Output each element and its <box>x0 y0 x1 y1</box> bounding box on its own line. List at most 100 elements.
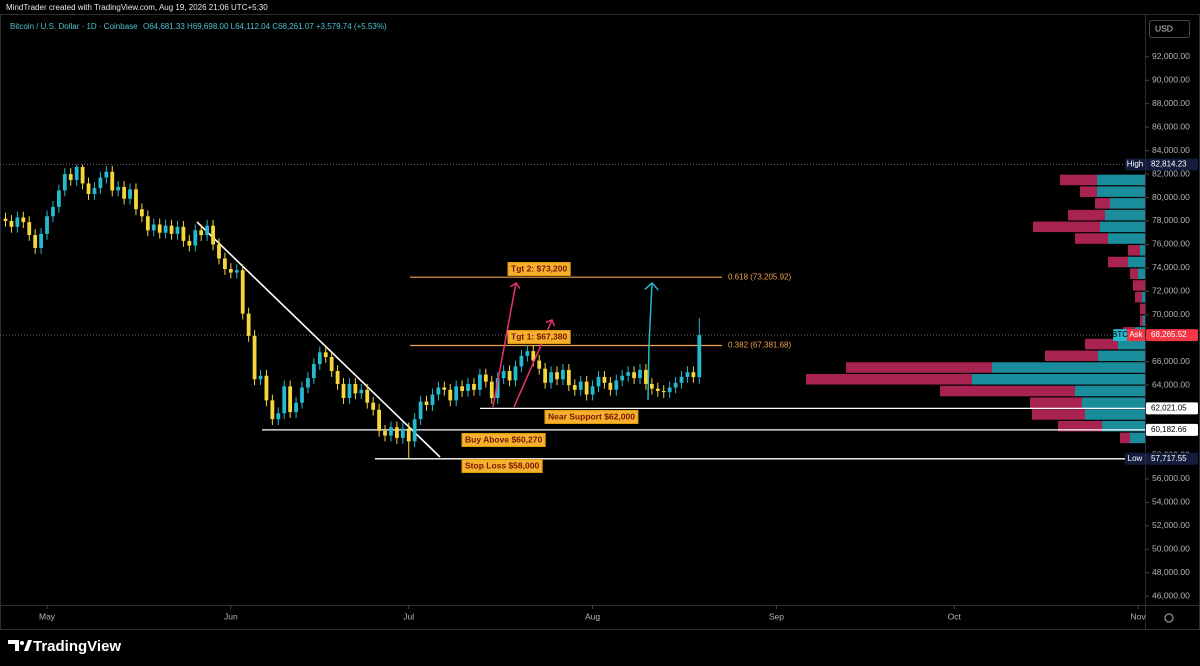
candle-body <box>347 383 352 399</box>
profile-down <box>1032 409 1085 420</box>
gear[interactable] <box>1164 613 1174 623</box>
y-tick-label: 90,000.00 <box>1152 75 1190 85</box>
candle-body <box>412 419 417 442</box>
candle-body <box>377 409 381 431</box>
candle-body <box>276 413 281 420</box>
fib-label: 0.382 (67,381.68) <box>728 341 791 350</box>
tag-chip-label: High <box>1127 160 1143 169</box>
candle-body <box>92 188 97 194</box>
annotation-box <box>544 410 639 424</box>
candle-body <box>282 386 287 414</box>
settings-icon[interactable] <box>1164 613 1174 623</box>
candle-body <box>211 225 215 245</box>
candle-body <box>673 382 678 388</box>
price-tag-box <box>1146 452 1198 465</box>
profile-up <box>1142 291 1145 303</box>
x-tick-label: Jun <box>224 611 238 621</box>
candle-body <box>234 270 239 273</box>
x-tick-label: Sep <box>769 611 784 621</box>
candle-body <box>495 378 500 399</box>
candle-body <box>341 383 346 399</box>
candle-body <box>632 372 636 379</box>
candle-body <box>531 351 536 361</box>
candle-body <box>116 186 121 191</box>
y-tick-label: 88,000.00 <box>1152 98 1190 108</box>
candle-body <box>323 352 328 357</box>
candle-body <box>561 369 565 380</box>
levels: 0.618 (73,205.92) 0.382 (67,381.68) <box>0 164 1145 460</box>
candle-body <box>406 428 411 442</box>
candle-body <box>578 381 583 390</box>
candle-body <box>270 400 275 420</box>
candle-body <box>596 376 601 387</box>
logo-mark <box>20 641 24 645</box>
y-tick-label: 46,000.00 <box>1152 590 1190 600</box>
y-tick-label: 92,000.00 <box>1152 51 1190 61</box>
candle-body <box>537 360 542 369</box>
logo-mark <box>8 640 19 651</box>
annotation-box <box>461 459 543 473</box>
x-tick-label: Aug <box>585 611 600 621</box>
candle-body <box>145 216 150 231</box>
candle-body <box>353 383 358 394</box>
tag-chip <box>1127 329 1145 342</box>
x-tick-label: May <box>39 611 56 621</box>
profile-down <box>846 362 992 373</box>
candle-body <box>128 189 132 199</box>
ohlc-legend: O64,681.33 H69,698.00 L64,112.04 C68,261… <box>143 22 387 31</box>
candle-body <box>549 372 553 383</box>
annotations: Tgt 2: $73,200 Tgt 1: $67,380 Near Support… <box>461 262 639 473</box>
candle-body <box>110 171 115 191</box>
candle-body <box>371 402 376 410</box>
candle-body <box>555 372 559 380</box>
y-tick-label: 76,000.00 <box>1152 239 1190 249</box>
tag-chip <box>1125 158 1145 171</box>
candle-body <box>655 388 660 391</box>
candle-body <box>39 233 43 248</box>
brand: TradingView <box>33 638 121 655</box>
annotation: Near Support $62,000 <box>548 411 635 421</box>
profile-up <box>1118 338 1145 350</box>
candle-body <box>697 335 702 378</box>
candle-body <box>74 167 79 180</box>
profile-up <box>1100 221 1145 233</box>
candle-body <box>306 378 310 388</box>
candle-body <box>27 222 32 236</box>
candle-body <box>193 230 198 246</box>
currency-box[interactable] <box>1149 20 1190 38</box>
candle-body <box>638 369 642 379</box>
candle-body <box>33 235 38 248</box>
candle-body <box>513 366 518 381</box>
profile-down <box>1120 432 1130 444</box>
candle-body <box>151 224 156 231</box>
candle-body <box>679 376 684 383</box>
currency[interactable]: USD <box>1155 23 1173 33</box>
arrow <box>492 283 516 408</box>
candle-body <box>3 218 8 221</box>
candle-body <box>98 177 103 189</box>
profile-up <box>1108 233 1145 244</box>
tag-chip-label: Low <box>1128 454 1143 463</box>
candle-body <box>228 269 233 273</box>
candle-body <box>68 174 73 180</box>
candle-body <box>430 394 435 406</box>
candle-body <box>608 382 613 390</box>
candle-body <box>317 352 322 365</box>
profile-up <box>1143 315 1145 326</box>
candle-body <box>685 372 690 377</box>
y-tick-label: 52,000.00 <box>1152 520 1190 530</box>
candle-body <box>240 270 245 314</box>
candle-body <box>383 430 387 436</box>
candle-body <box>448 389 453 401</box>
candle-body <box>21 217 26 223</box>
candle-body <box>51 206 55 217</box>
profile-up <box>1130 432 1145 444</box>
profile-up <box>1075 385 1145 397</box>
y-tick-label: 84,000.00 <box>1152 145 1190 155</box>
candle-body <box>311 364 316 379</box>
y-tick-label: 70,000.00 <box>1152 309 1190 319</box>
candle-body <box>644 369 648 384</box>
candle-body <box>223 258 227 270</box>
profile-down <box>1140 315 1143 326</box>
